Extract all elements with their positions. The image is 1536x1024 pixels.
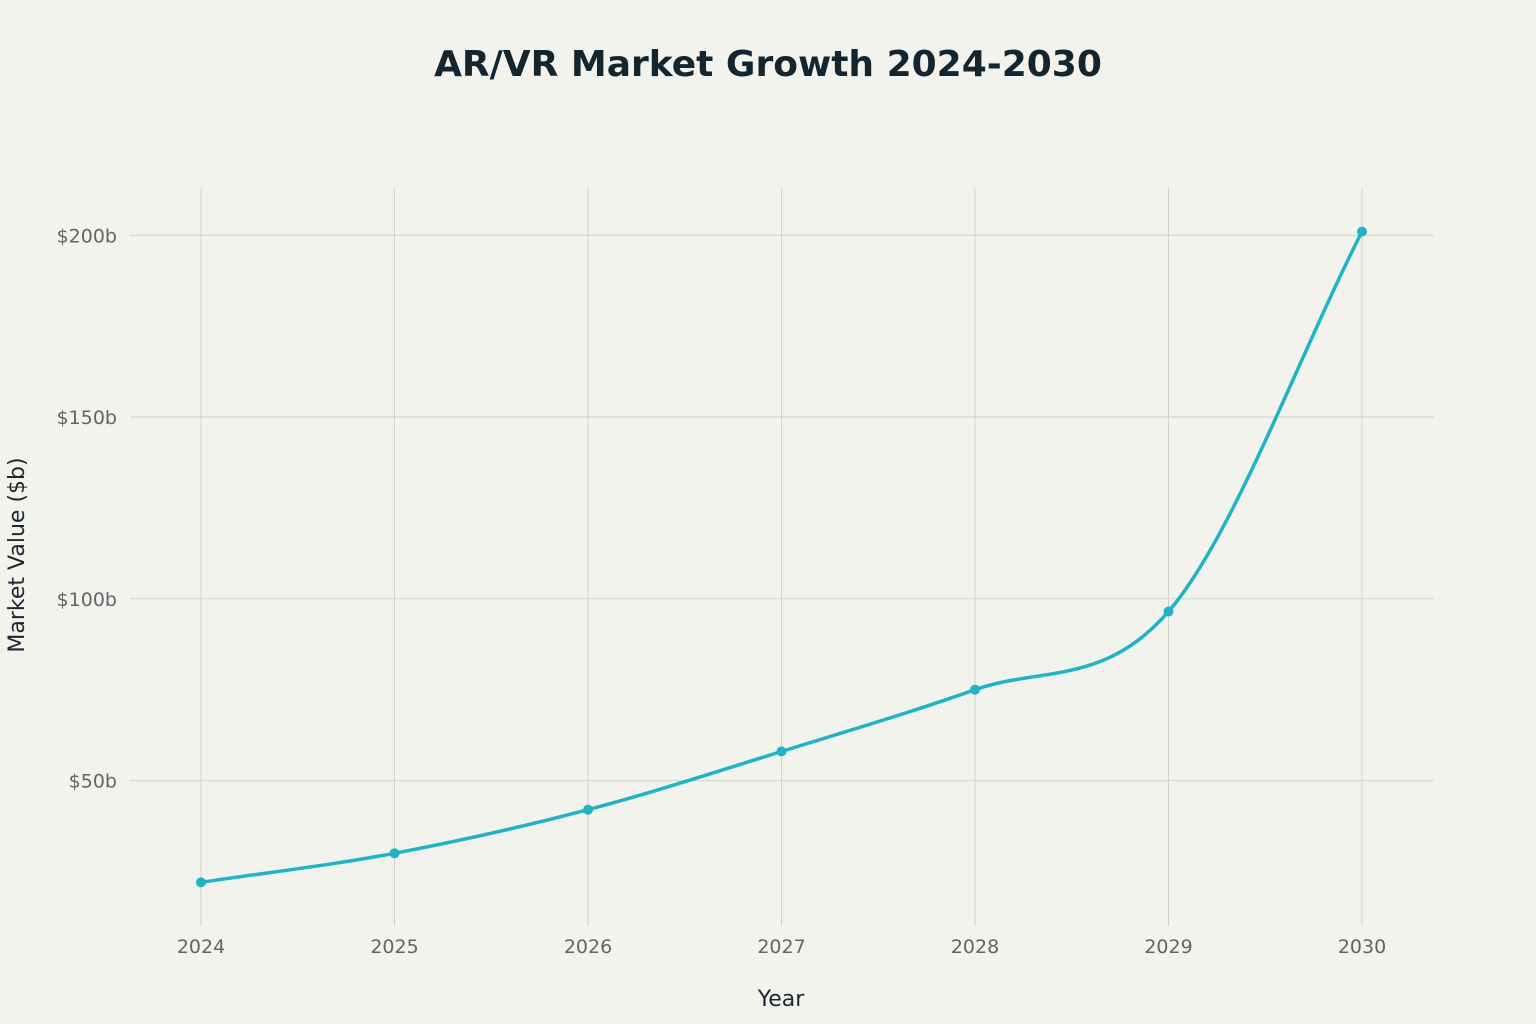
marker-layer xyxy=(196,226,1367,888)
data-point[interactable] xyxy=(583,804,593,815)
data-point[interactable] xyxy=(389,848,400,859)
grid-lines xyxy=(130,188,1434,926)
x-axis-title: Year xyxy=(757,987,806,1012)
x-tick-label: 2029 xyxy=(1144,936,1192,958)
x-tick-label: 2025 xyxy=(370,936,418,958)
x-tick-label: 2024 xyxy=(177,936,225,958)
data-point[interactable] xyxy=(1357,226,1367,237)
y-axis-title: Market Value ($b) xyxy=(5,457,30,652)
x-tick-label: 2026 xyxy=(564,936,612,958)
chart-title: AR/VR Market Growth 2024-2030 xyxy=(434,44,1102,85)
x-tick-label: 2030 xyxy=(1338,936,1386,958)
tick-labels: 2024 2025 2026 2027 2028 2029 2030 $50b $100b $15… xyxy=(57,225,1387,958)
data-point[interactable] xyxy=(970,684,980,695)
data-point[interactable] xyxy=(1163,606,1174,617)
y-tick-label: $200b xyxy=(57,225,117,247)
data-point[interactable] xyxy=(196,877,206,888)
series-line xyxy=(199,229,1364,885)
y-tick-label: $150b xyxy=(57,407,117,429)
data-point[interactable] xyxy=(776,746,787,757)
y-tick-label: $50b xyxy=(69,771,117,793)
x-tick-label: 2027 xyxy=(757,936,805,958)
y-tick-label: $100b xyxy=(57,589,117,611)
series-layer xyxy=(199,229,1364,885)
x-tick-label: 2028 xyxy=(951,936,999,958)
